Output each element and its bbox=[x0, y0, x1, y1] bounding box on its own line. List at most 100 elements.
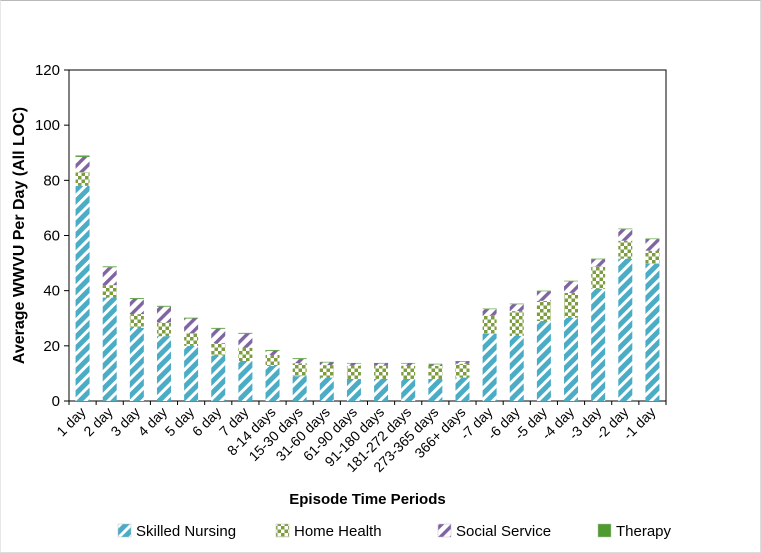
bar-segment bbox=[564, 317, 579, 401]
y-tick-label: 0 bbox=[52, 393, 60, 410]
bar-segment bbox=[346, 365, 361, 379]
bar-segment bbox=[591, 266, 606, 289]
bar-segment bbox=[428, 363, 443, 365]
bar-segment bbox=[482, 315, 497, 334]
bar-segment bbox=[346, 362, 361, 364]
bar--2-day bbox=[618, 228, 633, 401]
y-tick-label: 20 bbox=[43, 338, 60, 355]
bar-segment bbox=[618, 229, 633, 241]
y-tick-label: 60 bbox=[43, 228, 60, 245]
bar-segment bbox=[509, 303, 524, 305]
bar-5-day bbox=[184, 317, 199, 401]
x-axis-title: Episode Time Periods bbox=[289, 491, 445, 508]
bar-segment bbox=[455, 363, 470, 378]
bar-segment bbox=[374, 362, 389, 364]
bar-segment bbox=[591, 258, 606, 260]
bar-segment bbox=[292, 358, 307, 360]
bar-4-day bbox=[156, 305, 171, 401]
x-tick-label: 2 day bbox=[80, 404, 116, 440]
bar-segment bbox=[319, 365, 334, 378]
bar-segment bbox=[346, 363, 361, 366]
bar-segment bbox=[211, 328, 226, 344]
bar-segment bbox=[184, 317, 199, 319]
bar-segment bbox=[319, 361, 334, 363]
legend-key-icon bbox=[275, 523, 290, 538]
bar-segment bbox=[401, 362, 416, 364]
bar-segment bbox=[238, 347, 253, 362]
legend-label: Social Service bbox=[456, 523, 551, 540]
bar-segment bbox=[292, 363, 307, 377]
bar-segment bbox=[292, 359, 307, 364]
x-tick-label: 6 day bbox=[189, 404, 225, 440]
bar-segment bbox=[211, 343, 226, 356]
legend-item-therapy: Therapy bbox=[597, 523, 672, 540]
bar--7-day bbox=[482, 308, 497, 401]
bar-8-14-days bbox=[265, 349, 280, 401]
bar-15-30-days bbox=[292, 358, 307, 401]
bar-segment bbox=[536, 300, 551, 322]
bar-segment bbox=[455, 377, 470, 401]
bar-segment bbox=[401, 363, 416, 366]
bar-segment bbox=[265, 354, 280, 366]
bar--5-day bbox=[536, 290, 551, 401]
bar-segment bbox=[482, 333, 497, 401]
bar-segment bbox=[536, 290, 551, 292]
bar-segment bbox=[618, 228, 633, 230]
bar-segment bbox=[156, 322, 171, 337]
bar-segment bbox=[564, 281, 579, 293]
bar-273-365-days bbox=[428, 363, 443, 401]
bar-segment bbox=[238, 332, 253, 334]
bar-segment bbox=[75, 156, 90, 173]
bar-segment bbox=[564, 292, 579, 318]
bar-1-day bbox=[75, 155, 90, 401]
bar-3-day bbox=[129, 298, 144, 401]
legend-key-icon bbox=[117, 523, 132, 538]
bar-segment bbox=[238, 361, 253, 401]
bar-segment bbox=[129, 298, 144, 299]
bar-segment bbox=[102, 285, 117, 298]
bar-segment bbox=[211, 327, 226, 329]
bar-segment bbox=[618, 240, 633, 259]
y-tick-label: 100 bbox=[35, 117, 60, 134]
bar-segment bbox=[265, 349, 280, 351]
bar-segment bbox=[509, 304, 524, 312]
x-tick-label: 4 day bbox=[135, 404, 171, 440]
bar-segment bbox=[428, 365, 443, 379]
bar-segment bbox=[211, 355, 226, 401]
bar-segment bbox=[401, 378, 416, 401]
bar-segment bbox=[374, 363, 389, 366]
bar-31-60-days bbox=[319, 361, 334, 401]
bar-segment bbox=[564, 280, 579, 282]
bar-segment bbox=[156, 336, 171, 401]
bar-segment bbox=[184, 345, 199, 401]
bar-segment bbox=[156, 305, 171, 307]
bar-segment bbox=[184, 333, 199, 346]
bar-segment bbox=[129, 327, 144, 401]
bar-segment bbox=[319, 377, 334, 401]
bar-segment bbox=[428, 378, 443, 401]
legend-label: Therapy bbox=[616, 523, 672, 540]
bar-segment bbox=[129, 298, 144, 315]
bar-segment bbox=[428, 364, 443, 366]
legend-item-home-health: Home Health bbox=[275, 523, 382, 540]
bar--1-day bbox=[645, 238, 660, 401]
bar-segment bbox=[509, 335, 524, 401]
legend-key-icon bbox=[437, 523, 452, 538]
bar-segment bbox=[374, 378, 389, 401]
bar-segment bbox=[401, 365, 416, 379]
bars bbox=[75, 155, 660, 401]
bar--6-day bbox=[509, 303, 524, 401]
bar--4-day bbox=[564, 280, 579, 401]
bar-6-day bbox=[211, 327, 226, 401]
bar-segment bbox=[265, 350, 280, 355]
legend-label: Skilled Nursing bbox=[136, 523, 236, 540]
bar-segment bbox=[645, 250, 660, 264]
bar-2-day bbox=[102, 266, 117, 401]
legend-item-skilled-nursing: Skilled Nursing bbox=[117, 523, 236, 540]
legend-key-icon bbox=[597, 523, 612, 538]
bar-segment bbox=[482, 309, 497, 316]
bar-segment bbox=[591, 288, 606, 401]
bar-segment bbox=[509, 311, 524, 336]
